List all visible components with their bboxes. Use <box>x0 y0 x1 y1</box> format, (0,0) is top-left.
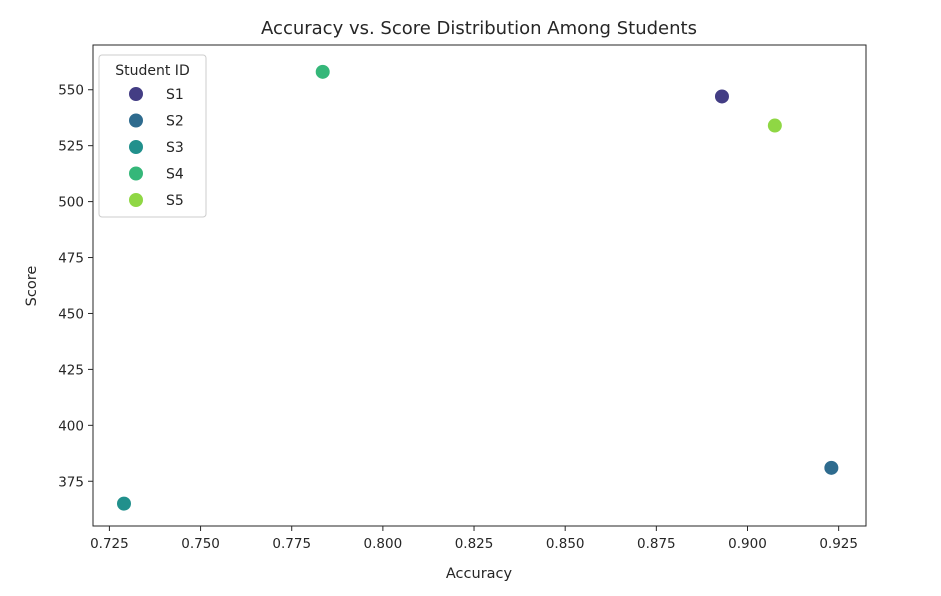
legend-marker-s2 <box>128 112 144 129</box>
y-tick-label: 375 <box>58 474 84 490</box>
y-tick-label: 400 <box>58 418 84 434</box>
legend-marker-s3 <box>128 139 144 155</box>
x-axis-label: Accuracy <box>446 566 513 582</box>
legend-label-s4: S4 <box>166 167 184 183</box>
x-tick-label: 0.875 <box>637 536 676 552</box>
legend-label-s2: S2 <box>166 114 184 130</box>
y-tick-label: 450 <box>58 306 84 322</box>
plot-frame <box>92 44 867 527</box>
x-axis: 0.725 0.750 0.775 0.800 0.825 0.850 0.875 0.900… <box>90 526 858 552</box>
legend: Student ID S1 S2 S3 S4 S5 <box>98 54 207 218</box>
y-tick-label: 425 <box>58 362 84 378</box>
y-axis-label: Score <box>24 266 40 307</box>
x-tick-label: 0.850 <box>546 536 585 552</box>
x-tick-label: 0.800 <box>364 536 403 552</box>
x-tick-label: 0.900 <box>728 536 767 552</box>
y-tick-label: 550 <box>58 83 84 99</box>
legend-label-s3: S3 <box>166 140 184 156</box>
legend-marker-s5 <box>128 192 144 208</box>
legend-marker-s1 <box>128 86 144 102</box>
x-tick-label: 0.750 <box>181 536 220 552</box>
legend-title: Student ID <box>115 63 189 79</box>
x-tick-label: 0.925 <box>819 536 858 552</box>
legend-box <box>98 54 207 218</box>
x-tick-label: 0.725 <box>90 536 129 552</box>
data-point-s4 <box>314 63 331 80</box>
plot-area <box>115 63 840 512</box>
data-point-s1 <box>713 88 730 105</box>
y-tick-label: 475 <box>58 251 84 267</box>
y-tick-label: 500 <box>58 195 84 211</box>
y-tick-label: 525 <box>58 139 84 155</box>
data-point-s5 <box>766 117 783 134</box>
legend-label-s1: S1 <box>166 87 184 103</box>
y-axis: 375 400 425 450 475 500 525 550 <box>58 83 93 490</box>
legend-label-s5: S5 <box>166 193 184 209</box>
x-tick-label: 0.775 <box>272 536 311 552</box>
data-point-s3 <box>115 495 132 512</box>
legend-marker-s4 <box>128 165 144 182</box>
data-point-s2 <box>823 459 840 476</box>
x-tick-label: 0.825 <box>455 536 494 552</box>
chart-title: Accuracy vs. Score Distribution Among St… <box>261 18 697 39</box>
